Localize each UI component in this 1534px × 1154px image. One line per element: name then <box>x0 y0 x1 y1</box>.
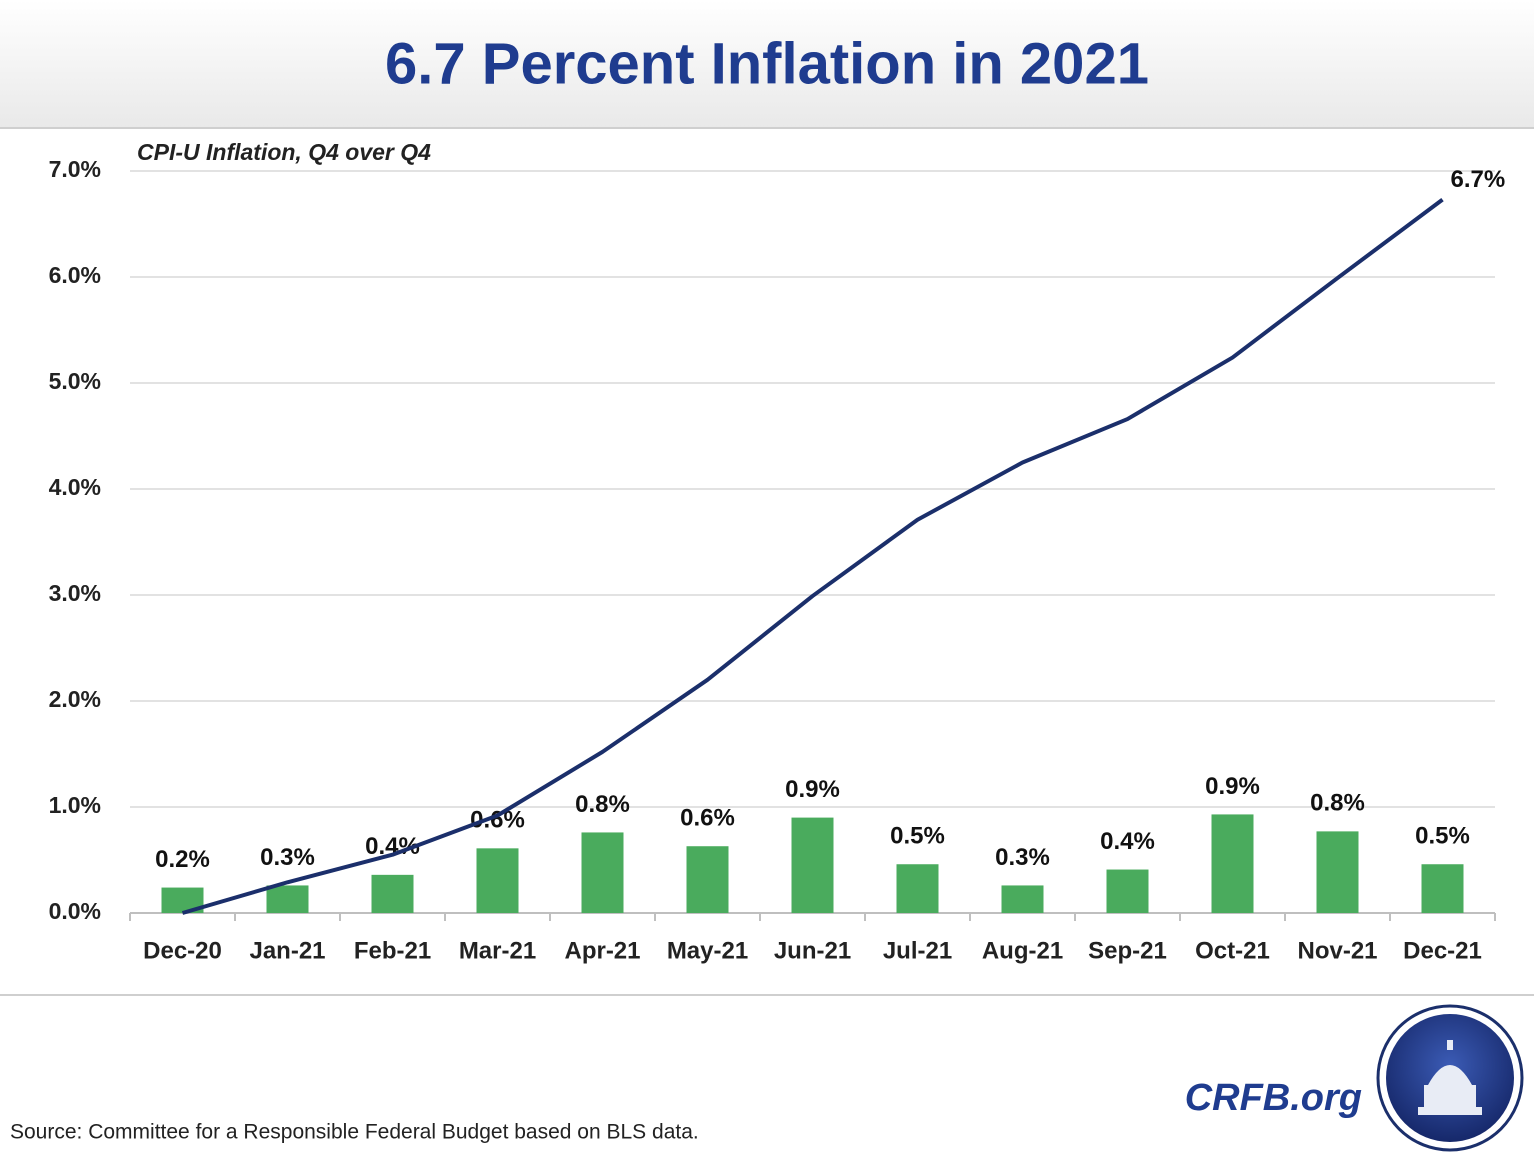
bar-value-label: 0.3% <box>260 844 315 871</box>
bar <box>266 885 309 913</box>
x-tick-label: Jun-21 <box>774 937 851 964</box>
y-tick-label: 4.0% <box>49 474 101 500</box>
brand: CRFB.org <box>1185 1077 1362 1119</box>
bar <box>791 817 834 913</box>
chart-title: 6.7 Percent Inflation in 2021 <box>385 31 1149 96</box>
bar <box>896 864 939 913</box>
header-band <box>0 0 1534 128</box>
y-tick-label: 6.0% <box>49 262 101 288</box>
bar <box>1106 869 1149 913</box>
x-tick-label: May-21 <box>667 937 748 964</box>
bar-value-label: 0.5% <box>1415 823 1470 850</box>
bar <box>1421 864 1464 913</box>
bar-value-label: 0.4% <box>1100 828 1155 855</box>
subtitle: CPI-U Inflation, Q4 over Q4 <box>137 139 431 165</box>
bar-value-label: 0.5% <box>890 823 945 850</box>
bar-value-label: 0.6% <box>470 807 525 834</box>
x-tick-label: Aug-21 <box>982 937 1063 964</box>
source-note: Source: Committee for a Responsible Fede… <box>10 1121 699 1144</box>
y-tick-label: 5.0% <box>49 368 101 394</box>
bar <box>1001 885 1044 913</box>
y-tick-label: 1.0% <box>49 792 101 818</box>
y-tick-label: 0.0% <box>49 898 101 924</box>
line-value-label: 6.7% <box>1451 166 1506 193</box>
bar <box>1211 814 1254 913</box>
y-tick-label: 7.0% <box>49 156 101 182</box>
bar-value-label: 0.9% <box>1205 773 1260 800</box>
x-tick-label: Oct-21 <box>1195 937 1270 964</box>
y-tick-label: 3.0% <box>49 580 101 606</box>
x-tick-label: Dec-21 <box>1403 937 1482 964</box>
line-series <box>181 198 1444 915</box>
bar <box>371 874 414 913</box>
bar <box>476 848 519 913</box>
x-tick-label: Jul-21 <box>883 937 952 964</box>
bar-value-label: 0.2% <box>155 846 210 873</box>
x-tick-label: Feb-21 <box>354 937 431 964</box>
x-tick-label: Mar-21 <box>459 937 536 964</box>
x-tick-label: Apr-21 <box>564 937 640 964</box>
bar <box>581 832 624 913</box>
logo <box>1376 1004 1524 1152</box>
bar <box>686 846 729 913</box>
logo-capitol <box>1418 1040 1482 1115</box>
x-tick-label: Jan-21 <box>249 937 325 964</box>
x-tick-label: Nov-21 <box>1297 937 1377 964</box>
y-tick-label: 2.0% <box>49 686 101 712</box>
bar-value-label: 0.8% <box>1310 790 1365 817</box>
x-tick-label: Sep-21 <box>1088 937 1167 964</box>
bar-value-label: 0.9% <box>785 776 840 803</box>
x-tick-label: Dec-20 <box>143 937 222 964</box>
bar-value-label: 0.8% <box>575 791 630 818</box>
bar-value-label: 0.3% <box>995 844 1050 871</box>
bar-value-label: 0.6% <box>680 805 735 832</box>
bar <box>1316 831 1359 913</box>
